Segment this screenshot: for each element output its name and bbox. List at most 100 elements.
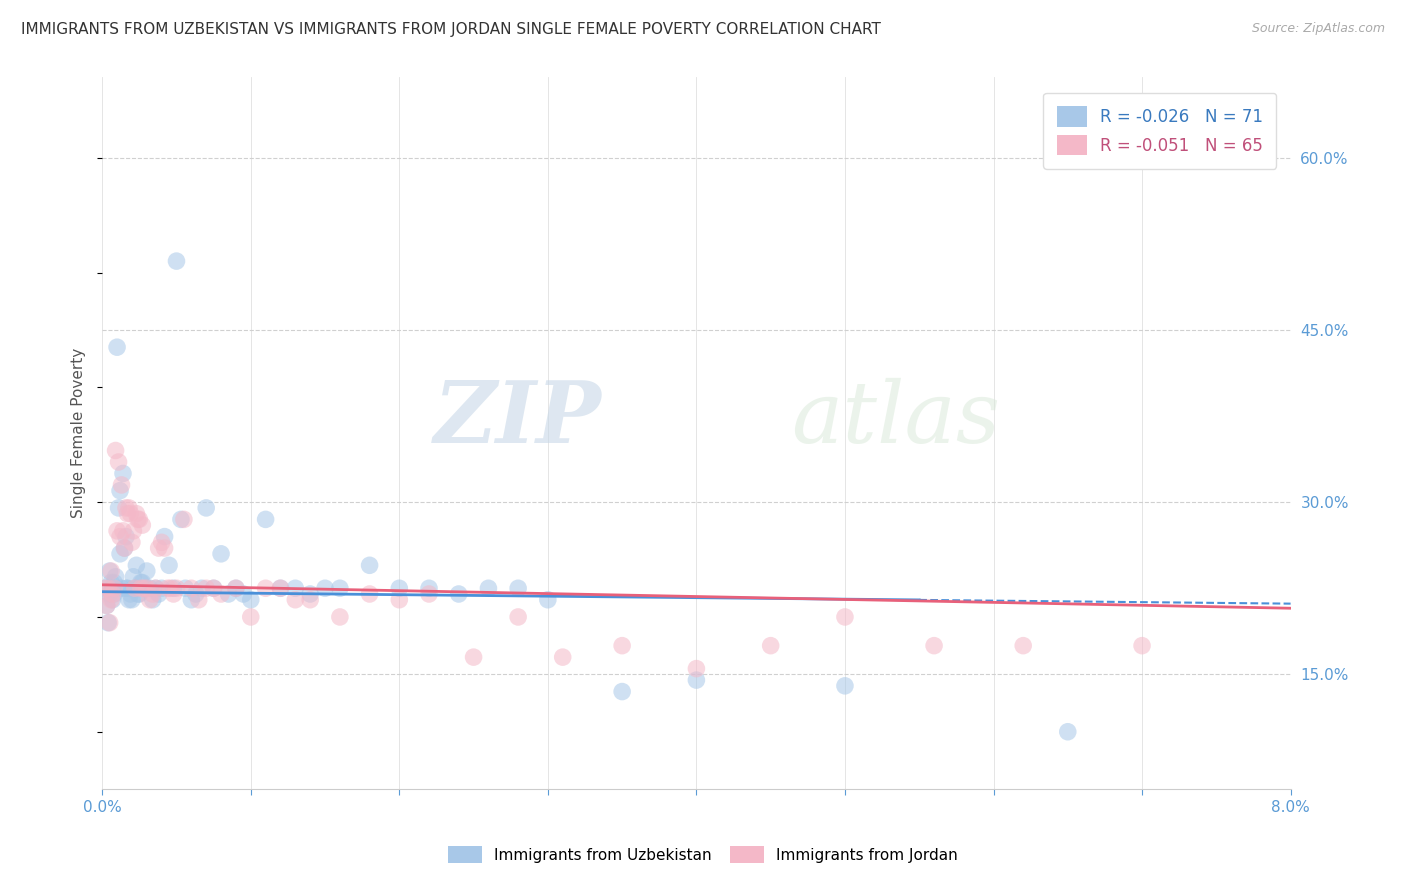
Point (202, 581, 225, 595)
Point (922, 639, 945, 653)
Point (132, 581, 155, 595)
Point (225, 581, 247, 595)
Point (148, 587, 170, 601)
Point (269, 581, 291, 595)
Point (418, 581, 440, 595)
Point (122, 524, 145, 538)
Point (1130, 639, 1153, 653)
Point (120, 507, 142, 521)
Point (121, 592, 143, 607)
Point (104, 443, 127, 458)
Point (190, 581, 212, 595)
Point (239, 592, 262, 607)
Point (150, 581, 173, 595)
Point (254, 581, 277, 595)
Point (329, 610, 352, 624)
Point (166, 254, 188, 268)
Point (142, 592, 165, 607)
Point (127, 512, 149, 526)
Point (97, 581, 120, 595)
Point (127, 587, 149, 601)
Point (98, 615, 121, 630)
Text: ZIP: ZIP (433, 377, 602, 461)
Point (254, 512, 277, 526)
Point (98, 564, 121, 578)
Legend: Immigrants from Uzbekistan, Immigrants from Jordan: Immigrants from Uzbekistan, Immigrants f… (440, 838, 966, 871)
Point (299, 592, 322, 607)
Point (103, 575, 125, 590)
Point (209, 547, 232, 561)
Point (314, 581, 336, 595)
Point (153, 541, 176, 555)
Point (202, 581, 225, 595)
Point (232, 587, 254, 601)
Text: IMMIGRANTS FROM UZBEKISTAN VS IMMIGRANTS FROM JORDAN SINGLE FEMALE POVERTY CORRE: IMMIGRANTS FROM UZBEKISTAN VS IMMIGRANTS… (21, 22, 882, 37)
Point (96, 599, 118, 613)
Point (131, 575, 153, 590)
Point (150, 535, 173, 549)
Point (129, 575, 152, 590)
Point (111, 524, 134, 538)
Point (105, 340, 128, 354)
Point (108, 547, 131, 561)
Point (115, 500, 138, 515)
Point (142, 587, 165, 601)
Point (195, 500, 218, 515)
Legend: R = -0.026   N = 71, R = -0.051   N = 65: R = -0.026 N = 71, R = -0.051 N = 65 (1043, 93, 1277, 169)
Text: atlas: atlas (792, 377, 1001, 460)
Point (101, 581, 124, 595)
Point (107, 455, 129, 469)
Point (1012, 639, 1035, 653)
Point (122, 570, 145, 584)
Point (159, 581, 181, 595)
Point (115, 581, 138, 595)
Point (537, 592, 560, 607)
Text: Source: ZipAtlas.com: Source: ZipAtlas.com (1251, 22, 1385, 36)
Point (94, 581, 117, 595)
Point (118, 592, 141, 607)
Point (96, 599, 118, 613)
Point (94, 581, 117, 595)
Point (157, 558, 180, 573)
Point (128, 587, 150, 601)
Point (610, 639, 633, 653)
Point (195, 581, 218, 595)
Point (166, 581, 188, 595)
Point (103, 587, 125, 601)
Point (135, 564, 157, 578)
Point (239, 610, 262, 624)
Point (170, 512, 193, 526)
Point (131, 518, 153, 533)
Point (209, 587, 232, 601)
Point (225, 581, 247, 595)
Point (101, 592, 124, 607)
Point (129, 581, 152, 595)
Point (508, 610, 530, 624)
Point (114, 541, 136, 555)
Point (299, 587, 322, 601)
Point (103, 581, 125, 595)
Point (120, 587, 142, 601)
Point (463, 650, 485, 665)
Point (156, 581, 179, 595)
Point (118, 500, 141, 515)
Y-axis label: Single Female Poverty: Single Female Poverty (72, 348, 86, 518)
Point (101, 587, 124, 601)
Point (139, 581, 162, 595)
Point (388, 581, 411, 595)
Point (124, 581, 146, 595)
Point (187, 592, 209, 607)
Point (97, 615, 120, 630)
Point (105, 524, 128, 538)
Point (359, 558, 381, 573)
Point (269, 581, 291, 595)
Point (117, 581, 139, 595)
Point (100, 564, 122, 578)
Point (218, 587, 240, 601)
Point (508, 581, 530, 595)
Point (121, 535, 143, 549)
Point (174, 581, 197, 595)
Point (180, 592, 202, 607)
Point (110, 478, 132, 492)
Point (284, 592, 307, 607)
